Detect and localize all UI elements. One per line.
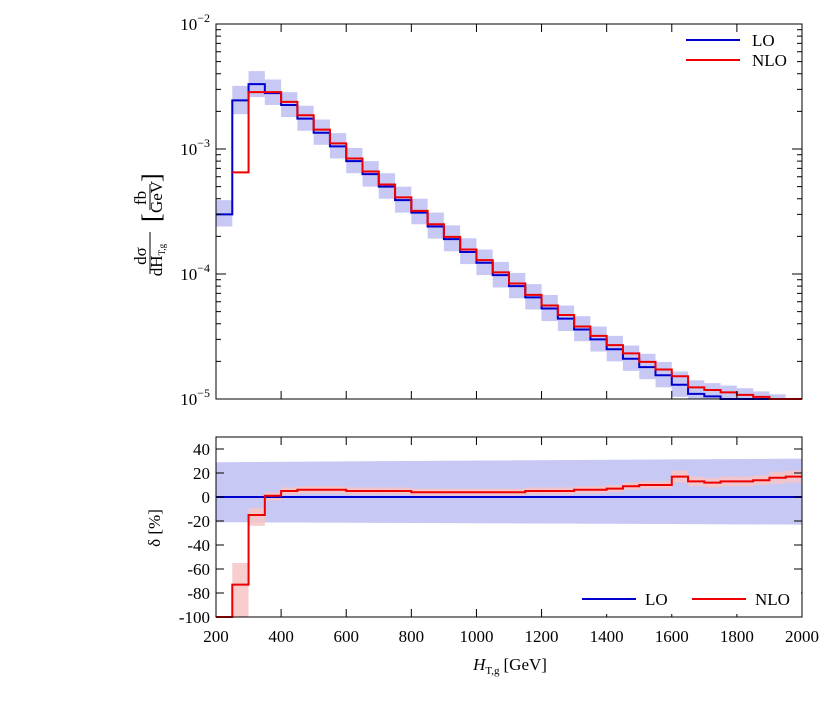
main-ytick-exp: −3 <box>197 136 210 150</box>
lo-band-bin <box>736 388 754 399</box>
ratio-ytick-label: -80 <box>187 584 210 603</box>
lo-band-bin <box>769 394 786 399</box>
main-ytick-exp: −4 <box>197 261 210 275</box>
ratio-ytick-label: 40 <box>193 440 210 459</box>
main-ytick-base: 10 <box>180 265 197 284</box>
xtick-label: 1400 <box>590 627 624 646</box>
main-ytick-label: 10−5 <box>180 386 210 409</box>
legend-lo-label: LO <box>752 31 775 50</box>
ratio-nlo-line <box>216 475 802 618</box>
main-panel-axes: 10−210−310−410−5 <box>180 11 803 409</box>
main-ytick-base: 10 <box>180 15 197 34</box>
main-ytick-label: 10−4 <box>180 261 210 284</box>
nlo-band-bin <box>232 563 249 617</box>
ratio-ytick-label: 20 <box>193 464 210 483</box>
xtick-label: 1800 <box>720 627 754 646</box>
ratio-legend-lo-label: LO <box>645 590 668 609</box>
ratio-ytick-label: 0 <box>202 488 211 507</box>
ylabel-bracket-close: ] <box>137 173 166 182</box>
main-ytick-exp: −5 <box>197 386 210 400</box>
xtick-label: 200 <box>203 627 229 646</box>
ylabel-bracket-open: [ <box>137 213 166 222</box>
lo-series-line <box>216 83 802 400</box>
xlabel-unit: [GeV] <box>504 655 547 674</box>
ratio-ytick-label: -60 <box>187 560 210 579</box>
lo-band-bin <box>753 391 770 399</box>
ylabel-dH: dHT,g <box>147 243 167 276</box>
lo-band-bin <box>688 380 705 399</box>
ratio-panel-lines <box>216 475 802 618</box>
ylabel-unit-fb: fb <box>131 191 150 205</box>
lo-band-bin <box>216 200 233 227</box>
ratio-panel-axes: -100 -80 -60 -40 -20 0 20 40 200 400 600 800 1000 120… <box>179 436 819 646</box>
xlabel: HT,g [GeV] <box>472 655 547 677</box>
ylabel-dH-main: dH <box>147 255 166 276</box>
main-ytick-label: 10−3 <box>180 136 210 159</box>
legend-nlo-label: NLO <box>752 51 787 70</box>
xtick-label: 400 <box>268 627 294 646</box>
xtick-label: 2000 <box>785 627 819 646</box>
ylabel-dH-sub: T,g <box>157 243 167 255</box>
xtick-label: 1200 <box>525 627 559 646</box>
ratio-panel-legend: LO NLO <box>575 586 801 614</box>
main-ytick-label: 10−2 <box>180 11 210 34</box>
xlabel-main: H <box>472 655 487 674</box>
ylabel-dsigma: dσ <box>131 247 150 265</box>
xtick-label: 1600 <box>655 627 689 646</box>
ratio-ylabel: δ [%] <box>145 509 164 547</box>
main-panel-lines <box>216 83 802 400</box>
main-frame <box>215 23 803 400</box>
main-ytick-exp: −2 <box>197 11 210 25</box>
xlabel-sub: T,g <box>485 665 500 677</box>
ratio-ytick-label: -100 <box>179 608 210 627</box>
main-panel-bands <box>216 71 802 399</box>
ratio-frame <box>215 436 803 618</box>
xtick-label: 800 <box>399 627 425 646</box>
nlo-series-line <box>232 91 802 400</box>
ylabel-unit-gev: GeV <box>147 180 166 213</box>
main-ytick-base: 10 <box>180 390 197 409</box>
ratio-legend-nlo-label: NLO <box>755 590 790 609</box>
main-ylabel: dσ dHT,g [ fb GeV ] <box>131 173 167 276</box>
main-ytick-base: 10 <box>180 140 197 159</box>
ratio-ytick-label: -40 <box>187 536 210 555</box>
ratio-ytick-label: -20 <box>187 512 210 531</box>
xtick-label: 600 <box>333 627 359 646</box>
xtick-label: 1000 <box>459 627 493 646</box>
main-panel-legend: LO NLO <box>686 31 787 70</box>
nlo-band-bin <box>248 507 265 526</box>
lo-band-bin <box>704 383 721 399</box>
